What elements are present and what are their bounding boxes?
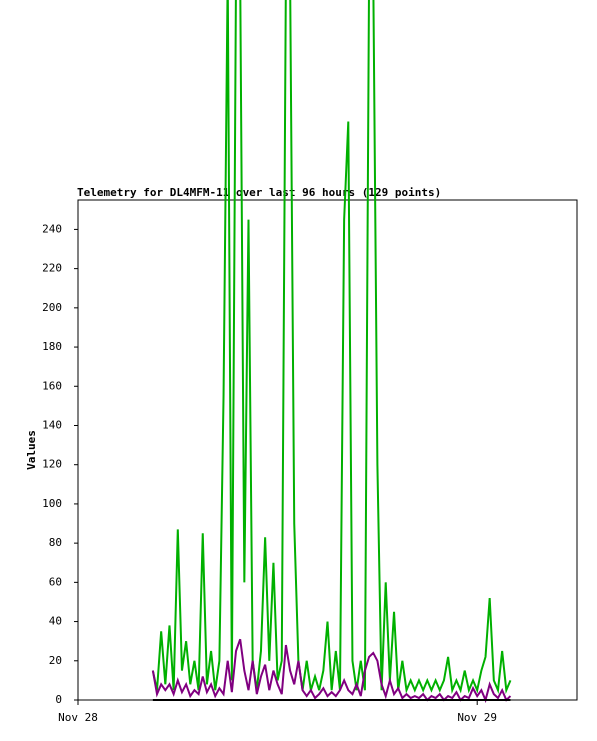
y-tick-label: 100 [42,497,62,510]
y-tick-label: 80 [49,536,62,549]
y-tick-label: 120 [42,458,62,471]
y-tick-label: 240 [42,222,62,235]
y-tick-label: 60 [49,575,62,588]
y-tick-label: 140 [42,418,62,431]
y-axis-label: Values [25,430,38,470]
y-tick-label: 0 [55,693,62,706]
y-tick-label: 200 [42,301,62,314]
y-tick-label: 160 [42,379,62,392]
x-tick-label: Nov 28 [58,711,98,724]
series-line [151,638,512,704]
series-line [151,0,512,695]
y-tick-label: 180 [42,340,62,353]
y-tick-label: 40 [49,615,62,628]
y-tick-label: 20 [49,654,62,667]
chart-title: Telemetry for DL4MFM-11 over last 96 hou… [77,186,441,199]
y-tick-label: 220 [42,262,62,275]
x-tick-label: Nov 29 [457,711,497,724]
